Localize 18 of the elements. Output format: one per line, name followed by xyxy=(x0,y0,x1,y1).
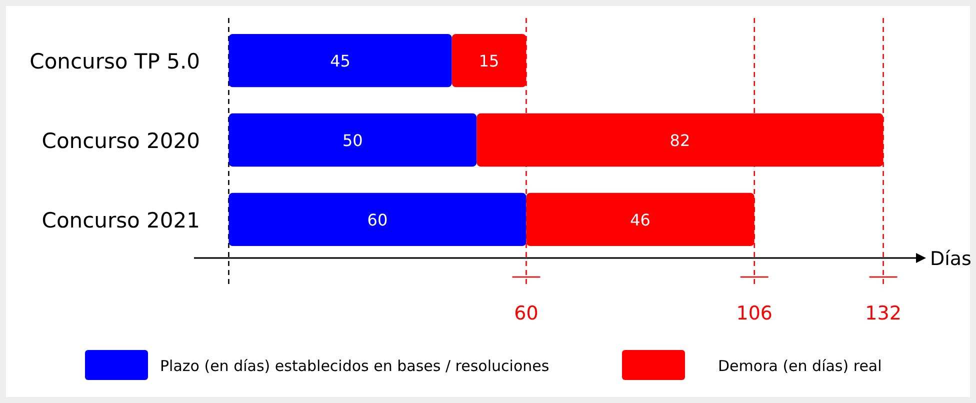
data-label: 46 xyxy=(630,210,650,230)
x-axis-title: Días xyxy=(930,248,972,270)
legend-label: Demora (en días) real xyxy=(718,357,882,375)
bar xyxy=(228,113,477,167)
data-label: 15 xyxy=(478,52,500,71)
legend-label: Plazo (en días) establecidos en bases / resoluciones xyxy=(160,357,550,375)
bar xyxy=(228,192,526,246)
x-tick-label: 132 xyxy=(865,302,902,324)
x-tick-label: 60 xyxy=(514,302,538,324)
data-label: 45 xyxy=(330,52,350,71)
y-tick-label: Concurso 2020 xyxy=(42,129,200,153)
y-tick-label: Concurso TP 5.0 xyxy=(30,50,200,74)
data-label: 60 xyxy=(367,210,388,230)
x-tick-label: 106 xyxy=(736,302,772,324)
data-label: 82 xyxy=(670,131,690,150)
data-label: 50 xyxy=(342,131,363,150)
y-tick-label: Concurso 2021 xyxy=(42,208,200,232)
bar xyxy=(228,34,452,88)
